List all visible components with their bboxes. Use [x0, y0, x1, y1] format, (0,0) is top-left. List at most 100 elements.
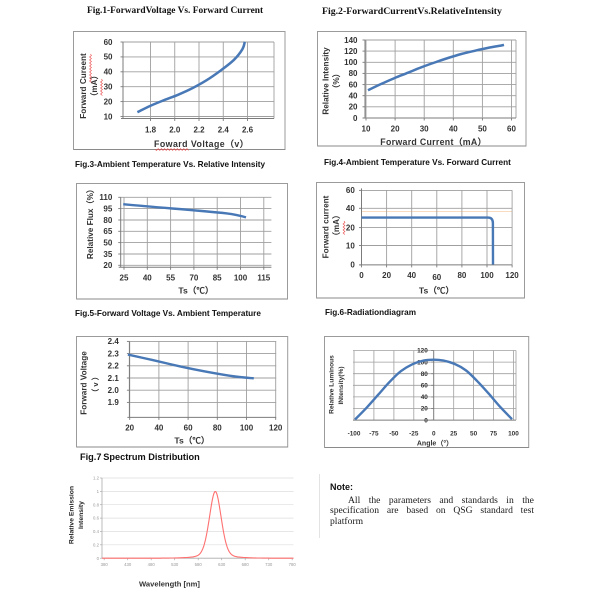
- svg-text:2.2: 2.2: [193, 126, 205, 135]
- svg-text:40: 40: [349, 92, 358, 101]
- svg-text:80: 80: [103, 216, 112, 225]
- svg-text:60: 60: [507, 125, 516, 134]
- svg-text:40: 40: [104, 68, 113, 77]
- svg-text:40: 40: [345, 204, 354, 213]
- svg-text:380: 380: [101, 562, 109, 567]
- svg-text:20: 20: [345, 223, 354, 232]
- svg-text:85: 85: [213, 274, 222, 283]
- svg-text:2.1: 2.1: [107, 374, 119, 383]
- svg-text:40: 40: [449, 125, 458, 134]
- svg-text:Forward Voltage: Forward Voltage: [79, 351, 88, 415]
- svg-text:1.9: 1.9: [107, 398, 119, 407]
- svg-text:30: 30: [420, 125, 429, 134]
- svg-text:60: 60: [345, 186, 354, 195]
- svg-text:50: 50: [478, 125, 487, 134]
- svg-text:50: 50: [470, 431, 478, 438]
- svg-text:115: 115: [257, 274, 270, 283]
- svg-text:2.4: 2.4: [218, 126, 230, 135]
- svg-text:580: 580: [195, 562, 203, 567]
- svg-text:0: 0: [97, 556, 100, 561]
- svg-text:Relative Luminous: Relative Luminous: [329, 355, 336, 414]
- svg-text:2.4: 2.4: [107, 337, 119, 346]
- svg-text:1: 1: [97, 489, 100, 494]
- svg-text:80: 80: [213, 424, 222, 433]
- svg-text:Ts（℃）: Ts（℃）: [418, 285, 453, 295]
- svg-text:120: 120: [269, 424, 283, 433]
- svg-text:25: 25: [120, 274, 129, 283]
- svg-text:60: 60: [432, 273, 441, 282]
- svg-text:1.8: 1.8: [145, 126, 157, 135]
- svg-text:100: 100: [417, 359, 428, 366]
- svg-text:0.2: 0.2: [93, 542, 100, 547]
- svg-text:Forward current: Forward current: [321, 195, 330, 258]
- svg-text:10: 10: [345, 241, 354, 250]
- svg-text:120: 120: [417, 348, 428, 355]
- svg-text:20: 20: [391, 125, 400, 134]
- svg-text:Relative Emission: Relative Emission: [69, 486, 76, 544]
- svg-text:30: 30: [104, 83, 113, 92]
- svg-text:（ v ）: （ v ）: [90, 373, 100, 397]
- svg-text:0: 0: [353, 114, 358, 123]
- svg-text:120: 120: [505, 271, 519, 280]
- svg-text:100: 100: [344, 58, 358, 67]
- svg-text:0.8: 0.8: [93, 502, 100, 507]
- svg-text:0.4: 0.4: [93, 529, 100, 534]
- svg-text:2.0: 2.0: [107, 386, 119, 395]
- svg-text:40: 40: [407, 271, 416, 280]
- svg-text:50: 50: [104, 53, 113, 62]
- svg-text:Relative Intensity: Relative Intensity: [322, 47, 331, 115]
- svg-text:55: 55: [166, 274, 175, 283]
- svg-text:35: 35: [103, 250, 112, 259]
- svg-text:-25: -25: [409, 431, 419, 438]
- svg-text:95: 95: [103, 204, 112, 213]
- svg-text:65: 65: [103, 227, 112, 236]
- svg-text:50: 50: [103, 238, 112, 247]
- svg-text:（mA）: （mA）: [89, 71, 99, 101]
- svg-text:10: 10: [362, 125, 371, 134]
- svg-text:100: 100: [240, 424, 254, 433]
- svg-text:730: 730: [265, 562, 273, 567]
- svg-text:20: 20: [104, 97, 113, 106]
- svg-text:INtensity(%): INtensity(%): [338, 366, 345, 404]
- svg-text:630: 630: [218, 562, 226, 567]
- svg-text:480: 480: [148, 562, 156, 567]
- svg-text:60: 60: [421, 383, 429, 390]
- svg-text:10: 10: [104, 112, 113, 121]
- svg-text:（mA）: （mA）: [331, 210, 341, 240]
- svg-text:70: 70: [189, 274, 198, 283]
- svg-text:100: 100: [234, 274, 248, 283]
- svg-text:Forward Current（mA）: Forward Current（mA）: [380, 137, 486, 147]
- svg-text:110: 110: [99, 193, 112, 202]
- svg-text:2.2: 2.2: [107, 362, 119, 371]
- svg-text:（%）: （%）: [331, 69, 341, 93]
- svg-text:2.6: 2.6: [242, 126, 254, 135]
- svg-text:0: 0: [350, 260, 355, 269]
- svg-text:100: 100: [508, 431, 519, 438]
- svg-text:-50: -50: [389, 431, 399, 438]
- svg-text:80: 80: [349, 69, 358, 78]
- svg-text:20: 20: [103, 261, 112, 270]
- svg-text:Ts（℃）: Ts（℃）: [174, 436, 209, 446]
- svg-text:80: 80: [421, 371, 429, 378]
- svg-text:60: 60: [183, 424, 192, 433]
- svg-text:40: 40: [154, 424, 163, 433]
- svg-text:Angle（°）: Angle（°）: [417, 440, 453, 448]
- svg-text:20: 20: [421, 406, 429, 413]
- svg-text:60: 60: [104, 38, 113, 47]
- svg-text:680: 680: [242, 562, 250, 567]
- svg-text:2.3: 2.3: [107, 350, 119, 359]
- svg-text:2.0: 2.0: [169, 126, 181, 135]
- svg-text:-100: -100: [348, 431, 361, 438]
- svg-text:20: 20: [349, 103, 358, 112]
- svg-text:40: 40: [421, 394, 429, 401]
- svg-text:Ts（℃）: Ts（℃）: [178, 286, 213, 296]
- svg-text:-75: -75: [369, 431, 379, 438]
- svg-text:25: 25: [450, 431, 458, 438]
- svg-text:0: 0: [424, 417, 428, 424]
- svg-text:20: 20: [125, 424, 134, 433]
- svg-text:120: 120: [344, 47, 358, 56]
- svg-text:430: 430: [124, 562, 132, 567]
- svg-text:0.6: 0.6: [93, 516, 100, 521]
- svg-text:Intensity: Intensity: [78, 501, 85, 529]
- svg-text:780: 780: [289, 562, 297, 567]
